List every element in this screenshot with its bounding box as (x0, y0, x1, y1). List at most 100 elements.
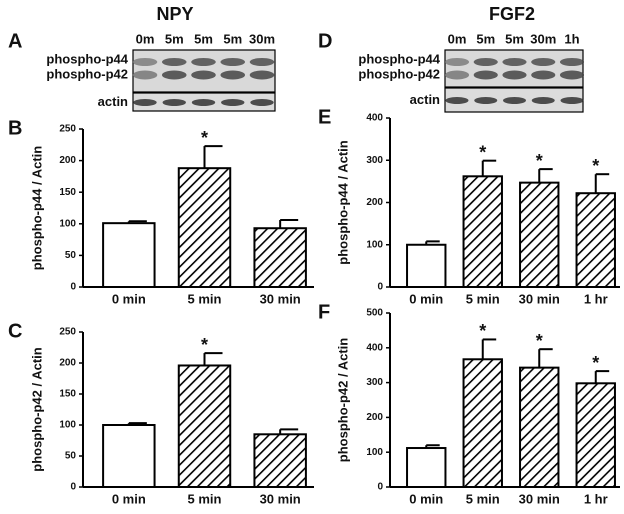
x-tick-label: 1 hr (584, 491, 608, 506)
blot-box (444, 49, 584, 88)
bar (519, 366, 560, 488)
y-tick-label: 0 (70, 282, 76, 293)
significance-mark: * (201, 128, 208, 148)
y-tick-label: 0 (377, 482, 383, 493)
x-tick-label: 5 min (466, 491, 500, 506)
blot-band (221, 99, 245, 106)
blot-band (250, 99, 274, 106)
blot-band (560, 97, 584, 104)
blot-band (531, 58, 556, 66)
lane-label: 5m (505, 31, 524, 46)
x-tick-label: 0 min (112, 291, 146, 306)
lane-label: 5m (223, 31, 242, 46)
blot-band (473, 58, 498, 66)
bar (177, 167, 232, 289)
panel-letter: D (318, 30, 332, 52)
x-tick-label: 30 min (519, 491, 560, 506)
blot-band (249, 70, 275, 80)
y-tick-label: 150 (59, 187, 76, 198)
significance-mark: * (479, 321, 486, 341)
lane-label: 30m (530, 31, 556, 46)
y-tick-label: 200 (59, 358, 76, 369)
x-tick-label: 5 min (188, 291, 222, 306)
y-axis-label: phospho-p42 / Actin (29, 347, 44, 472)
y-tick-label: 100 (59, 218, 76, 229)
lane-label: 0m (136, 31, 155, 46)
bar (575, 192, 616, 288)
bar (406, 243, 447, 288)
x-tick-label: 0 min (112, 491, 146, 506)
blot-band (220, 70, 246, 80)
y-tick-label: 100 (59, 420, 76, 431)
x-tick-label: 30 min (260, 291, 301, 306)
band-label: phospho-p42 (358, 66, 440, 81)
column-title: NPY (156, 4, 193, 24)
blot-band (249, 58, 275, 66)
lane-label: 1h (564, 31, 579, 46)
x-tick-label: 1 hr (584, 291, 608, 306)
bar (406, 447, 447, 488)
x-tick-label: 5 min (188, 491, 222, 506)
bar (102, 424, 156, 488)
y-tick-label: 50 (65, 451, 77, 462)
significance-mark: * (201, 335, 208, 355)
y-tick-label: 150 (59, 389, 76, 400)
column-title: FGF2 (489, 4, 535, 24)
y-tick-label: 200 (366, 412, 383, 423)
blot-band (133, 99, 157, 106)
y-tick-label: 400 (366, 113, 383, 124)
significance-mark: * (536, 151, 543, 171)
y-axis-label: phospho-p42 / Actin (335, 338, 350, 463)
band-label: actin (410, 92, 440, 107)
blot-band (161, 70, 187, 80)
band-label: phospho-p44 (46, 51, 128, 66)
band-label: phospho-p44 (358, 51, 440, 66)
bar (253, 433, 307, 488)
bar (519, 181, 560, 288)
panel-letter: C (8, 320, 22, 342)
significance-mark: * (536, 331, 543, 351)
blot-band (132, 58, 158, 66)
blot-band (132, 70, 158, 80)
blot-band (531, 70, 556, 80)
blot-band (444, 70, 470, 80)
y-tick-label: 100 (366, 239, 383, 250)
panel-letter: F (318, 301, 330, 323)
lane-label: 30m (249, 31, 275, 46)
significance-mark: * (592, 353, 599, 373)
blot-band (162, 99, 186, 106)
blot-band (502, 58, 527, 66)
y-axis-label: phospho-p44 / Actin (335, 140, 350, 265)
lane-label: 0m (448, 31, 467, 46)
x-tick-label: 0 min (409, 291, 443, 306)
blot-band (559, 70, 585, 80)
y-tick-label: 250 (59, 327, 76, 338)
y-tick-label: 50 (65, 250, 77, 261)
y-tick-label: 100 (366, 447, 383, 458)
blot-band (191, 99, 216, 106)
x-tick-label: 5 min (466, 291, 500, 306)
blot-band (503, 97, 526, 104)
bar (102, 222, 156, 288)
blot-band (559, 58, 585, 66)
x-tick-label: 30 min (519, 291, 560, 306)
bar (177, 364, 232, 489)
blot-band (220, 58, 246, 66)
y-tick-label: 200 (366, 197, 383, 208)
y-tick-label: 300 (366, 377, 383, 388)
blot-band (474, 97, 498, 104)
bar (462, 175, 503, 288)
blot-band (531, 97, 555, 104)
bar (253, 227, 307, 288)
y-tick-label: 0 (70, 482, 76, 493)
lane-label: 5m (476, 31, 495, 46)
blot-band (473, 70, 498, 80)
blot-band (191, 58, 216, 66)
panel-letter: B (8, 117, 22, 139)
bar (575, 382, 616, 488)
y-tick-label: 300 (366, 155, 383, 166)
significance-mark: * (592, 156, 599, 176)
lane-label: 5m (194, 31, 213, 46)
y-tick-label: 250 (59, 124, 76, 135)
